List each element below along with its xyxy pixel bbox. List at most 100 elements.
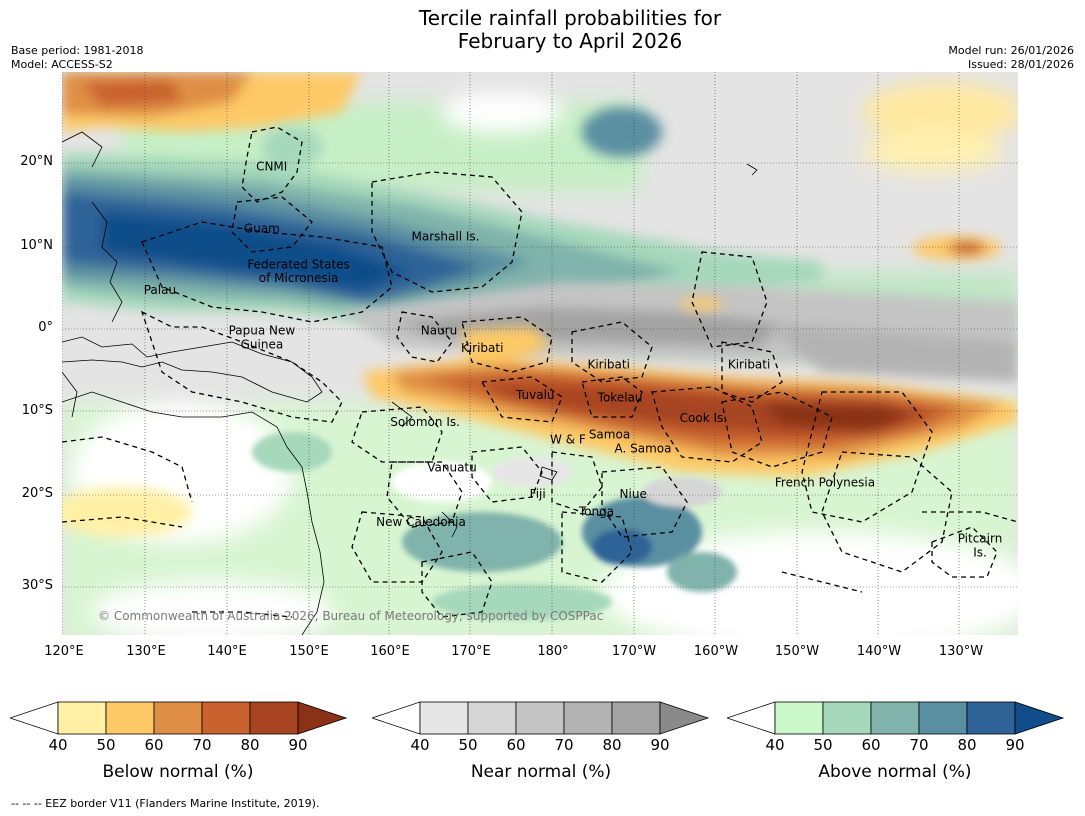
place-label-20: Fiji [530,487,546,501]
colorbar-tick-label: 70 [192,736,212,754]
place-label-5: Palau [144,283,176,297]
colorbar-tick-label: 80 [957,736,977,754]
lon-label-130e: 130°E [126,644,166,659]
legend-title-above: Above normal (%) [818,762,972,782]
place-label-22: French Polynesia [775,476,875,490]
lat-label-30s: 30°S [21,578,53,593]
title-line-1: Tercile rainfall probabilities for [418,6,722,30]
lon-label-140e: 140°E [207,644,247,659]
colorbar-tick-label: 40 [48,736,68,754]
copyright-notice: © Commonwealth of Australia 2026, Bureau… [98,609,603,623]
title-line-2: February to April 2026 [457,29,683,53]
colorbar-tick-label: 40 [765,736,785,754]
place-label-25: Pitcairn [958,532,1003,546]
lon-label-130w: 130°W [938,644,984,659]
model-name: Model: ACCESS-S2 [11,58,113,71]
place-label-24: New Caledonia [376,515,466,529]
place-label-13: Tokelau [597,391,643,405]
place-label-0: CNMI [256,160,287,174]
issued-date: Issued: 28/01/2026 [967,58,1074,71]
place-label-3: Federated States [247,258,349,272]
colorbar-tick-label: 40 [410,736,430,754]
lon-label-150e: 150°E [289,644,329,659]
map-title: Tercile rainfall probabilities for Febru… [0,7,1085,53]
place-label-17: Samoa [589,428,630,442]
coastlines [62,131,758,635]
colorbar-segment-right-tip [659,701,710,735]
lat-label-20n: 20°N [20,154,53,169]
lon-label-140w: 140°W [856,644,902,659]
colorbar-segment-0 [774,701,824,735]
eez-borders [62,126,1018,618]
colorbar-segment-0 [419,701,469,735]
lat-label-10n: 10°N [20,238,53,253]
colorbar-tick-label: 60 [506,736,526,754]
colorbar-tick-label: 90 [650,736,670,754]
legend-near-normal [370,700,712,740]
place-label-8: Nauru [421,324,457,338]
colorbar-segment-3 [201,701,251,735]
meta-right: Model run: 26/01/2026 Issued: 28/01/2026 [948,44,1074,72]
place-label-14: Cook Is. [680,411,727,425]
place-label-18: A. Samoa [615,442,672,456]
place-label-21: Niue [620,487,647,501]
lon-label-120e: 120°E [44,644,84,659]
legend-title-below: Below normal (%) [102,762,254,782]
eez-footnote: -- -- -- EEZ border V11 (Flanders Marine… [11,797,320,810]
lon-label-170w: 170°W [611,644,657,659]
colorbar-segment-left-tip [370,701,421,735]
place-label-6: Papua New [229,324,296,338]
colorbar-tick-label: 70 [554,736,574,754]
meta-left: Base period: 1981-2018 Model: ACCESS-S2 [11,44,143,72]
place-label-1: Guam [244,221,280,235]
colorbar-segment-right-tip [297,701,348,735]
model-run: Model run: 26/01/2026 [948,44,1074,57]
colorbar-segment-4 [966,701,1016,735]
place-label-7: Guinea [241,338,284,352]
colorbar-segment-1 [467,701,517,735]
place-label-12: Tuvalu [515,388,555,402]
place-label-11: Kiribati [728,358,770,372]
colorbar-segment-2 [153,701,203,735]
colorbar-tick-label: 50 [458,736,478,754]
lon-label-170e: 170°E [451,644,491,659]
colorbar-below [8,701,348,735]
colorbar-segment-4 [611,701,661,735]
lon-label-150w: 150°W [774,644,820,659]
lat-label-10s: 10°S [21,403,53,418]
place-label-26: Is. [973,546,987,560]
colorbar-tick-label: 50 [96,736,116,754]
colorbar-tick-label: 60 [861,736,881,754]
colorbar-segment-2 [870,701,920,735]
place-label-23: Tonga [578,504,614,518]
colorbar-segment-3 [563,701,613,735]
rainfall-field-south-dry [62,236,1018,537]
legend-below-normal [8,700,350,740]
colorbar-tick-label: 70 [909,736,929,754]
colorbar-tick-label: 80 [240,736,260,754]
place-label-4: of Micronesia [259,271,339,285]
place-label-2: Marshall Is. [412,230,480,244]
colorbar-tick-label: 90 [1005,736,1025,754]
colorbar-segment-0 [57,701,107,735]
legend-title-near: Near normal (%) [470,762,612,782]
colorbar-above [725,701,1065,735]
place-label-10: Kiribati [587,358,629,372]
lat-label-20s: 20°S [21,486,53,501]
rainfall-field-top-dry [62,72,362,132]
place-label-15: Solomon Is. [390,415,460,429]
colorbar-segment-2 [515,701,565,735]
lat-label-0: 0° [38,320,53,335]
colorbar-segment-4 [249,701,299,735]
colorbar-tick-label: 60 [144,736,164,754]
colorbar-segment-1 [105,701,155,735]
rainfall-field-wet-band [62,107,822,327]
colorbar-tick-label: 90 [288,736,308,754]
place-label-9: Kiribati [461,341,503,355]
colorbar-segment-1 [822,701,872,735]
colorbar-segment-left-tip [725,701,776,735]
legend-above-normal [725,700,1067,740]
map-area: CNMI Guam Marshall Is. Federated States of M… [62,72,1018,635]
